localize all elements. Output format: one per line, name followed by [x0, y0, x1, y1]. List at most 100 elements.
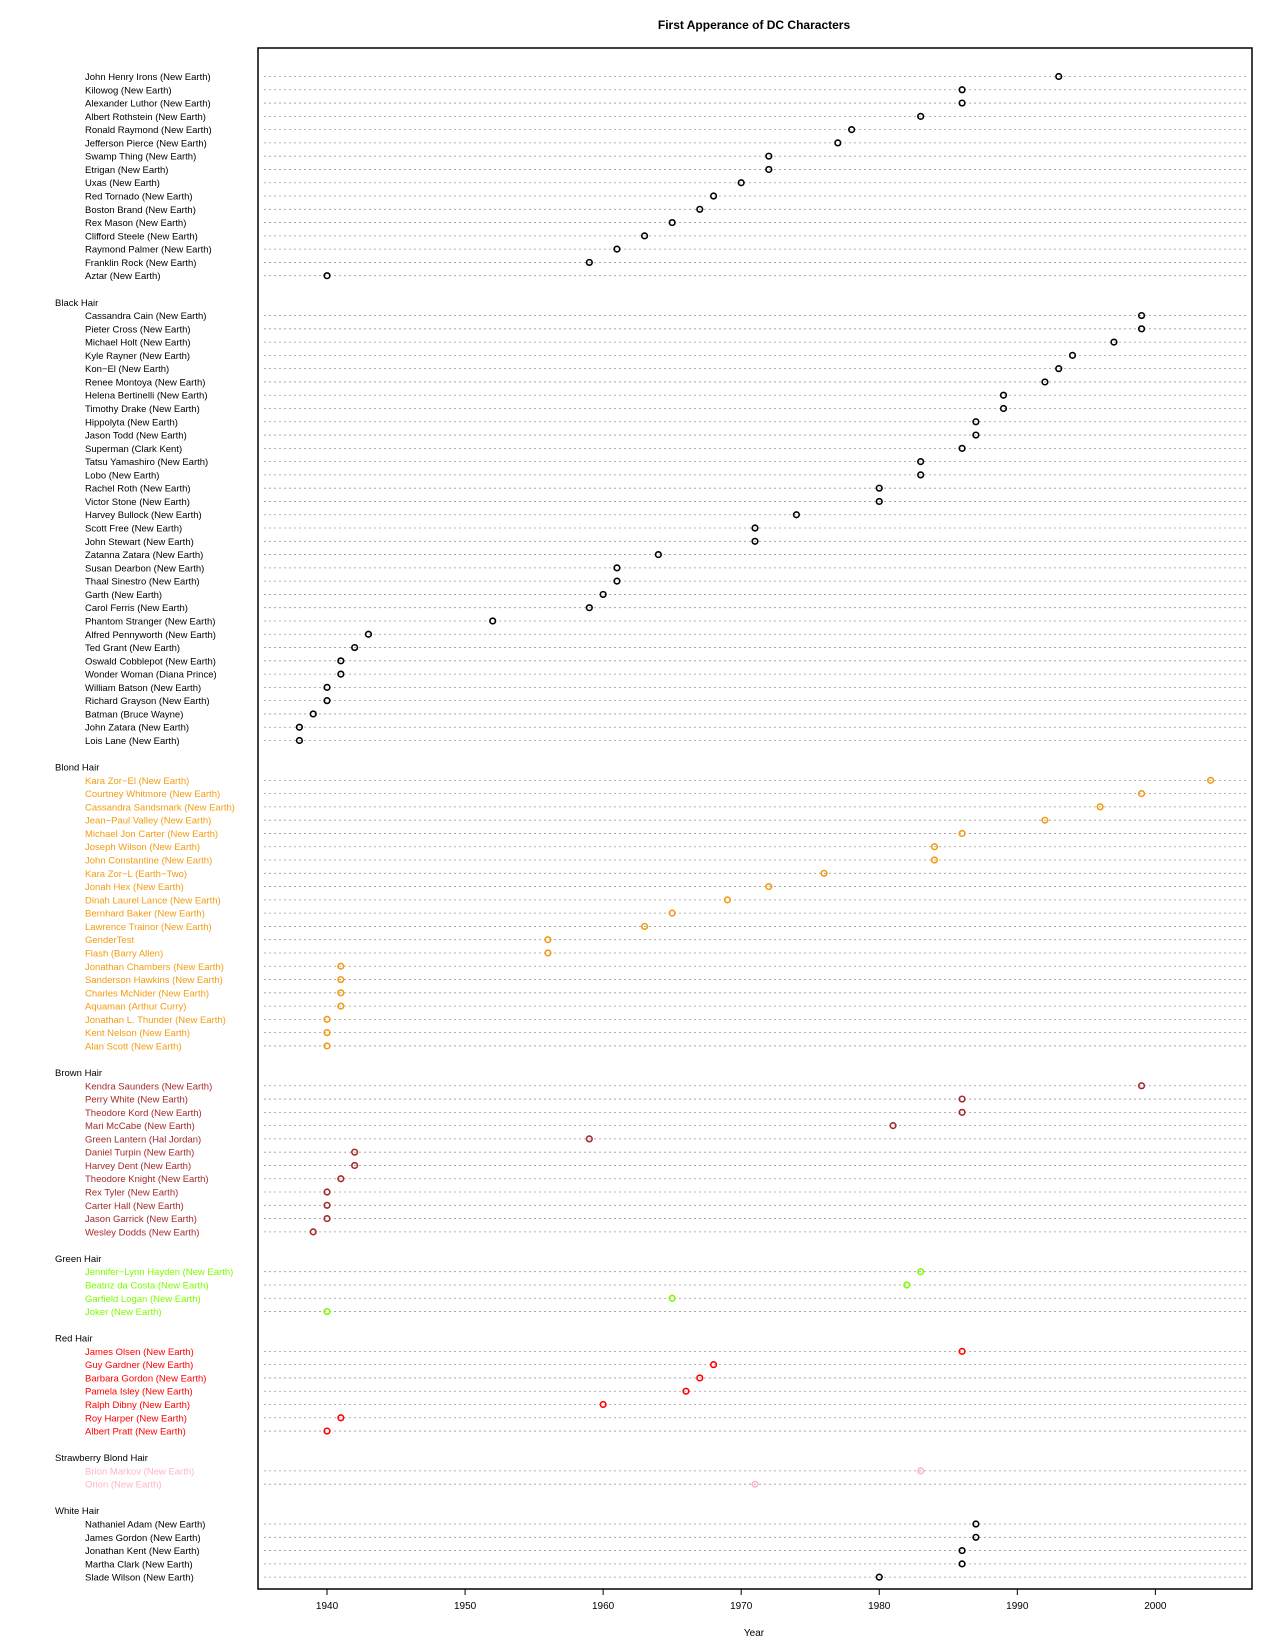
x-axis: 1940 1950 1960 1970 1980 1990 2000: [316, 1589, 1167, 1612]
row-label: Jonathan Chambers (New Earth): [85, 962, 224, 973]
data-point: [1206, 776, 1215, 784]
row-label: Thaal Sinestro (New Earth): [85, 577, 200, 588]
data-point: [917, 1467, 925, 1475]
row-label: Victor Stone (New Earth): [85, 497, 190, 508]
row-label: Ronald Raymond (New Earth): [85, 125, 212, 136]
data-point: [889, 1122, 897, 1130]
data-point: [337, 1002, 345, 1010]
row-label: Aztar (New Earth): [85, 271, 161, 282]
data-point: [585, 258, 593, 267]
row-label: Albert Pratt (New Earth): [85, 1427, 186, 1438]
row-labels: John Henry Irons (New Earth) Kilowog (New…: [55, 72, 235, 1584]
data-point: [599, 1400, 607, 1409]
group-label: Green Hair: [55, 1254, 101, 1265]
row-label: Roy Harper (New Earth): [85, 1413, 187, 1424]
data-point: [640, 232, 649, 240]
row-label: Lois Lane (New Earth): [85, 736, 180, 747]
row-label: Raymond Palmer (New Earth): [85, 245, 212, 256]
data-point: [323, 1201, 331, 1209]
row-label: John Constantine (New Earth): [85, 856, 212, 867]
group-label: Brown Hair: [55, 1068, 102, 1079]
row-label: Hippolyta (New Earth): [85, 417, 178, 428]
data-point: [323, 1015, 331, 1023]
row-label: Harvey Dent (New Earth): [85, 1161, 191, 1172]
x-tick-label: 1950: [454, 1601, 477, 1612]
data-point: [958, 444, 966, 452]
data-point: [696, 1374, 704, 1382]
data-point: [930, 856, 939, 864]
data-point: [323, 272, 331, 280]
data-point: [958, 1095, 966, 1103]
row-label: Courtney Whitmore (New Earth): [85, 789, 220, 800]
data-point: [930, 843, 939, 851]
row-label: John Stewart (New Earth): [85, 537, 194, 548]
row-label: Kara Zor−El (New Earth): [85, 776, 189, 787]
row-label: Rex Mason (New Earth): [85, 218, 186, 229]
row-label: Alfred Pennyworth (New Earth): [85, 630, 216, 641]
data-point: [599, 590, 607, 599]
data-point: [668, 1294, 676, 1302]
data-point: [737, 179, 745, 187]
row-label: John Henry Irons (New Earth): [85, 72, 211, 83]
data-point: [903, 1281, 911, 1289]
row-label: Scott Free (New Earth): [85, 524, 182, 535]
row-label: Barbara Gordon (New Earth): [85, 1373, 206, 1384]
group-label: Blond Hair: [55, 763, 99, 774]
data-point: [323, 1307, 331, 1316]
data-point: [972, 431, 980, 439]
data-points: [295, 72, 1215, 1581]
data-point: [323, 1214, 331, 1223]
x-tick-label: 1960: [592, 1601, 615, 1612]
row-label: Wonder Woman (Diana Prince): [85, 670, 217, 681]
data-point: [972, 1520, 980, 1528]
x-tick-label: 1980: [868, 1601, 891, 1612]
data-point: [696, 205, 704, 213]
data-point: [917, 112, 925, 120]
row-label: Helena Bertinelli (New Earth): [85, 391, 208, 402]
data-point: [709, 192, 718, 200]
data-point: [337, 975, 345, 984]
row-label: Theodore Knight (New Earth): [85, 1174, 209, 1185]
row-label: Perry White (New Earth): [85, 1095, 188, 1106]
data-point: [1096, 803, 1104, 811]
row-label: Franklin Rock (New Earth): [85, 258, 196, 269]
row-label: Jefferson Pierce (New Earth): [85, 138, 207, 149]
data-point: [654, 550, 662, 559]
row-label: Kara Zor−L (Earth−Two): [85, 869, 187, 880]
row-label: Wesley Dodds (New Earth): [85, 1227, 199, 1238]
row-label: Joseph Wilson (New Earth): [85, 842, 200, 853]
data-point: [999, 391, 1008, 399]
data-point: [1068, 351, 1077, 359]
row-label: Kilowog (New Earth): [85, 85, 172, 96]
row-label: Orion (New Earth): [85, 1480, 162, 1491]
data-point: [751, 1480, 759, 1488]
row-label: GenderTest: [85, 935, 134, 946]
row-label: Mari McCabe (New Earth): [85, 1121, 195, 1132]
row-label: Charles McNider (New Earth): [85, 988, 209, 999]
data-point: [640, 922, 649, 931]
data-point: [1137, 790, 1146, 798]
data-point: [834, 139, 842, 147]
group-label: Black Hair: [55, 298, 98, 309]
row-label: Rachel Roth (New Earth): [85, 484, 191, 495]
row-label: Garth (New Earth): [85, 590, 162, 601]
row-label: Zatanna Zatara (New Earth): [85, 550, 203, 561]
plot-frame: [257, 47, 1253, 1590]
x-tick-label: 1970: [730, 1601, 753, 1612]
row-label: Albert Rothstein (New Earth): [85, 112, 206, 123]
row-label: William Batson (New Earth): [85, 683, 201, 694]
data-point: [323, 1042, 331, 1050]
row-label: Richard Grayson (New Earth): [85, 696, 210, 707]
data-point: [337, 989, 345, 997]
row-label: Swamp Thing (New Earth): [85, 152, 196, 163]
row-label: Lawrence Trainor (New Earth): [85, 922, 212, 933]
row-label: Susan Dearbon (New Earth): [85, 563, 204, 574]
data-point: [544, 949, 552, 957]
x-axis-label: Year: [744, 1628, 765, 1639]
data-point: [337, 657, 345, 665]
data-point: [337, 670, 345, 678]
row-label: Jennifer−Lynn Hayden (New Earth): [85, 1267, 233, 1278]
data-point: [709, 1361, 718, 1369]
data-point: [820, 869, 828, 877]
data-point: [337, 1414, 345, 1422]
